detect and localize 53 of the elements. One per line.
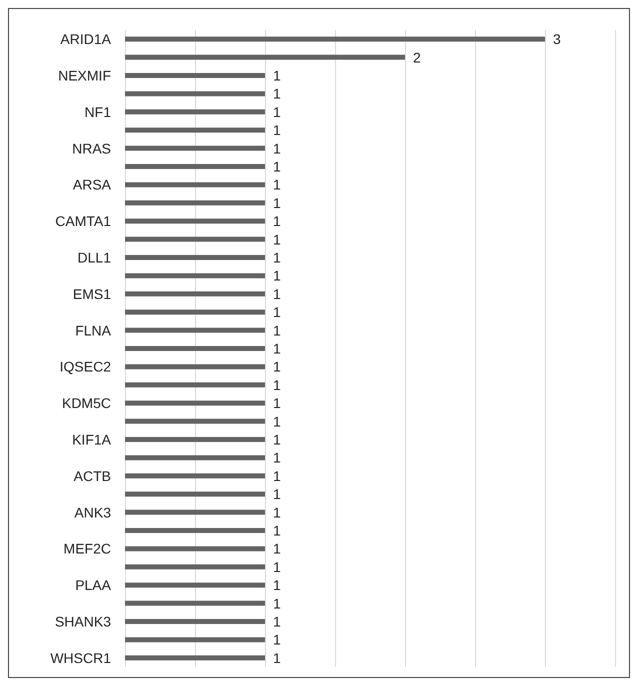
y-tick-label: MEF2C bbox=[64, 540, 111, 557]
data-label: 1 bbox=[273, 304, 281, 320]
data-label: 1 bbox=[273, 176, 281, 193]
data-label: 1 bbox=[273, 358, 281, 375]
data-label: 1 bbox=[273, 104, 281, 120]
data-label: 1 bbox=[273, 486, 281, 502]
data-label: 1 bbox=[273, 540, 281, 557]
data-label: 1 bbox=[273, 432, 281, 448]
y-tick-label: ARSA bbox=[72, 176, 112, 193]
data-label: 1 bbox=[273, 122, 281, 138]
y-tick-label: KIF1A bbox=[72, 432, 112, 448]
data-label: 1 bbox=[273, 68, 281, 84]
y-tick-label: NEXMIF bbox=[58, 68, 111, 84]
data-label: 1 bbox=[273, 286, 281, 302]
data-label: 1 bbox=[273, 158, 281, 174]
data-label: 1 bbox=[273, 468, 281, 484]
data-label: 1 bbox=[273, 504, 281, 520]
y-tick-label: FLNA bbox=[75, 322, 112, 338]
data-label: 1 bbox=[273, 558, 281, 575]
data-label: 1 bbox=[273, 140, 281, 156]
y-tick-label: ACTB bbox=[74, 468, 111, 484]
y-tick-label: ANK3 bbox=[74, 504, 112, 520]
y-tick-label: ARID1A bbox=[60, 31, 112, 48]
y-tick-label: CAMTA1 bbox=[55, 213, 112, 230]
data-label: 1 bbox=[273, 268, 281, 284]
data-label: 1 bbox=[273, 213, 281, 230]
data-label: 1 bbox=[273, 522, 281, 538]
data-label: 1 bbox=[273, 322, 281, 338]
y-tick-label: IQSEC2 bbox=[60, 358, 112, 375]
data-label: 1 bbox=[273, 250, 281, 266]
y-tick-label: KDM5C bbox=[62, 395, 111, 412]
data-label: 1 bbox=[273, 595, 281, 612]
y-tick-label: PLAA bbox=[75, 577, 112, 594]
data-label: 1 bbox=[273, 395, 281, 412]
y-tick-label: NF1 bbox=[84, 104, 112, 120]
data-label: 2 bbox=[413, 49, 421, 66]
data-label: 1 bbox=[273, 231, 281, 248]
data-label: 1 bbox=[273, 614, 281, 630]
y-tick-label: NRAS bbox=[72, 140, 111, 156]
y-tick-label: WHSCR1 bbox=[50, 650, 112, 666]
data-label: 1 bbox=[273, 577, 281, 594]
data-label: 1 bbox=[273, 650, 281, 666]
y-tick-label: SHANK3 bbox=[54, 614, 112, 630]
y-tick-label: DLL1 bbox=[78, 250, 112, 266]
data-label: 1 bbox=[273, 376, 281, 393]
data-label: 1 bbox=[273, 86, 281, 102]
data-label: 1 bbox=[273, 413, 281, 430]
data-label: 1 bbox=[273, 194, 281, 211]
data-label: 3 bbox=[553, 31, 561, 48]
data-label: 1 bbox=[273, 450, 281, 466]
data-label: 1 bbox=[273, 632, 281, 648]
data-label: 1 bbox=[273, 340, 281, 356]
y-tick-label: EMS1 bbox=[72, 286, 112, 302]
